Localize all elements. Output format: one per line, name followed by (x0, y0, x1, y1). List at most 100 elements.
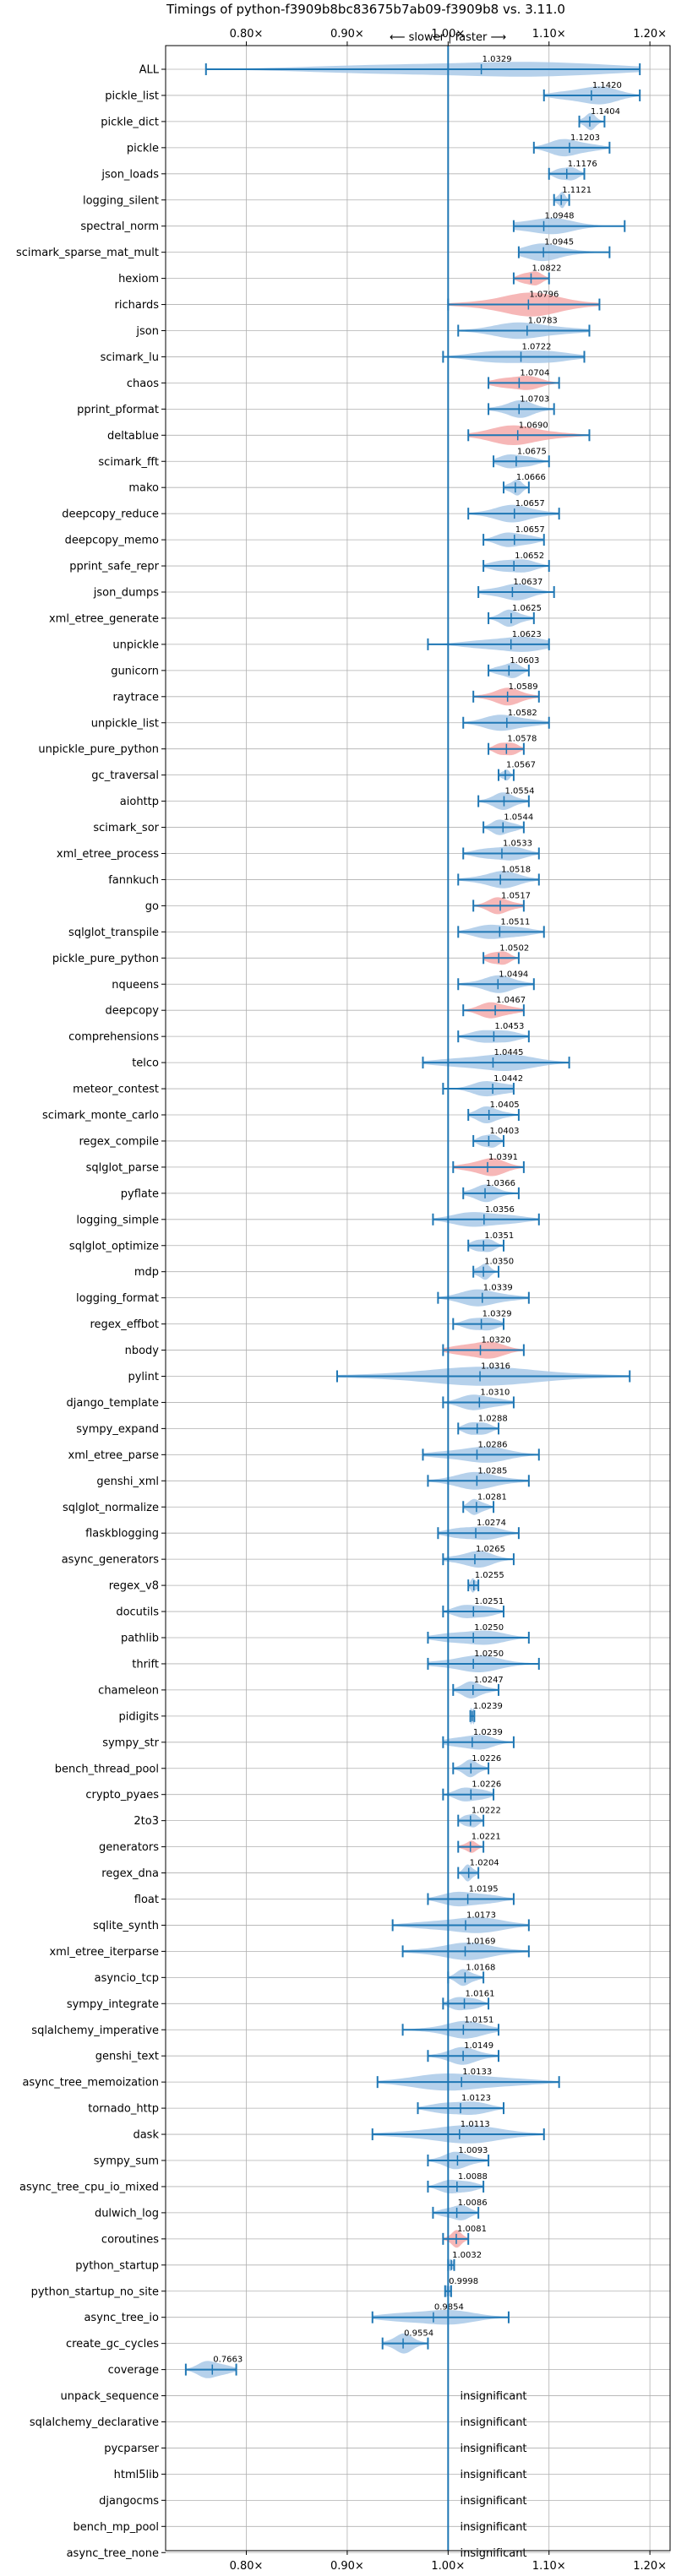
benchmark-violin: 1.0578 (488, 735, 537, 756)
x-tick-label-top: 0.90× (330, 28, 364, 41)
value-label: 1.0517 (501, 891, 531, 900)
benchmark-violin: 0.9854 (371, 2303, 510, 2325)
benchmark-violin: 1.0081 (442, 2225, 487, 2248)
benchmark-label: aiohttp (120, 796, 159, 808)
benchmark-violin: 1.0226 (452, 1754, 501, 1778)
value-label: 1.0722 (522, 342, 552, 351)
benchmark-violin: 1.0589 (472, 682, 540, 706)
insignificant-label: insignificant (461, 2521, 527, 2534)
value-label: 1.0113 (461, 2120, 490, 2129)
value-label: 1.0265 (476, 1545, 505, 1554)
value-label: 1.0088 (458, 2172, 488, 2182)
benchmark-label: nbody (125, 1345, 160, 1357)
benchmark-label: deltablue (107, 430, 159, 443)
benchmark-violin: 1.0582 (462, 709, 550, 731)
benchmark-label: scimark_sparse_mat_mult (16, 247, 159, 259)
benchmark-label: pycparser (104, 2443, 159, 2455)
value-label: 1.1176 (568, 160, 597, 169)
benchmark-label: comprehensions (68, 1031, 159, 1044)
value-label: 1.0222 (472, 1807, 501, 1816)
value-label: 1.0822 (532, 264, 561, 274)
benchmark-violin: 0.9554 (381, 2329, 433, 2354)
benchmark-label: nqueens (112, 979, 159, 992)
benchmark-label: regex_effbot (90, 1318, 159, 1331)
benchmark-violin: 1.0281 (462, 1492, 507, 1515)
value-label: 0.7663 (213, 2356, 243, 2365)
benchmark-label: python_startup_no_site (31, 2285, 159, 2298)
benchmark-label: deepcopy_reduce (62, 508, 159, 521)
x-tick-label-top: 1.00× (431, 28, 465, 41)
benchmark-violin: 1.0544 (482, 813, 533, 835)
value-label: 1.0351 (484, 1231, 514, 1241)
benchmark-violin: 1.0690 (467, 421, 591, 445)
value-label: 1.0204 (470, 1859, 499, 1868)
value-label: 1.0666 (516, 473, 546, 482)
benchmark-violin: 1.0675 (493, 447, 550, 469)
benchmark-violin: 1.0123 (417, 2094, 504, 2115)
x-tick-label-top: 0.80× (230, 28, 264, 41)
value-label: 1.0281 (477, 1492, 507, 1502)
benchmark-label: pickle_list (105, 90, 159, 102)
benchmark-label: scimark_lu (101, 351, 159, 364)
benchmark-violin: 1.0239 (469, 1702, 503, 1725)
benchmark-label: sqlalchemy_declarative (30, 2416, 159, 2429)
benchmark-violin: 1.0255 (467, 1571, 504, 1593)
benchmark-label: sqlglot_transpile (68, 927, 159, 939)
benchmark-label: create_gc_cycles (66, 2338, 159, 2350)
value-label: 1.0796 (529, 291, 559, 300)
benchmark-violin: 1.0250 (427, 1649, 540, 1672)
benchmark-violin: 1.0274 (437, 1519, 520, 1541)
benchmark-violin: 1.0652 (482, 552, 550, 573)
benchmark-violin: 1.0722 (442, 342, 586, 363)
benchmark-label: ALL (139, 64, 160, 77)
value-label: 1.0239 (473, 1728, 503, 1737)
benchmark-label: bench_mp_pool (73, 2521, 159, 2534)
value-label: 1.0226 (472, 1754, 501, 1764)
benchmark-violin: 1.0113 (371, 2120, 545, 2144)
benchmark-label: mdp (134, 1266, 159, 1279)
benchmark-label: logging_silent (83, 194, 159, 207)
benchmark-violin: 1.0351 (467, 1231, 514, 1253)
value-label: 1.0093 (458, 2146, 488, 2155)
value-label: 1.0329 (482, 55, 512, 64)
benchmark-violin: 1.0637 (477, 578, 555, 601)
benchmark-violin: 1.0285 (427, 1466, 530, 1490)
value-label: 1.0703 (520, 394, 549, 404)
value-label: 1.0081 (457, 2225, 487, 2234)
benchmark-violin: 1.0657 (467, 499, 560, 523)
benchmark-label: sqlalchemy_imperative (31, 2024, 159, 2037)
benchmark-violin: 1.0603 (488, 656, 539, 678)
benchmark-violin: 1.0169 (401, 1937, 530, 1960)
value-label: 1.0704 (520, 368, 549, 378)
benchmark-violin: 1.0195 (427, 1885, 515, 1907)
value-label: 1.0320 (482, 1336, 511, 1345)
benchmark-label: pickle_dict (101, 116, 159, 128)
benchmark-label: raytrace (112, 691, 159, 704)
benchmark-violin: 1.0366 (462, 1179, 520, 1203)
benchmark-violin: 1.1404 (578, 107, 620, 131)
benchmark-violin: 1.0151 (401, 2015, 500, 2039)
benchmark-label: djangocms (99, 2495, 159, 2508)
benchmark-violin: 0.7663 (184, 2356, 243, 2378)
benchmark-label: crypto_pyaes (85, 1789, 159, 1802)
value-label: 1.0274 (477, 1519, 506, 1528)
plot-frame (165, 45, 671, 2552)
benchmark-label: thrift (132, 1658, 159, 1671)
benchmark-violin: 1.0511 (457, 917, 545, 939)
value-label: 1.0502 (499, 943, 529, 953)
value-label: 1.0657 (515, 525, 545, 535)
benchmark-label: html5lib (114, 2469, 159, 2481)
benchmark-violin: 1.0329 (204, 55, 641, 77)
value-label: 1.0221 (472, 1833, 501, 1842)
value-label: 1.0652 (515, 552, 544, 561)
value-label: 1.0637 (513, 578, 542, 587)
insignificant-label: insignificant (461, 2495, 527, 2508)
benchmark-violin: 1.0533 (462, 840, 540, 861)
benchmark-label: hexiom (118, 273, 159, 285)
benchmark-violin: 1.0948 (512, 212, 626, 235)
x-tick-label-bottom: 1.10× (532, 2560, 566, 2573)
value-label: 1.0391 (488, 1153, 518, 1162)
value-label: 1.0251 (474, 1597, 504, 1606)
